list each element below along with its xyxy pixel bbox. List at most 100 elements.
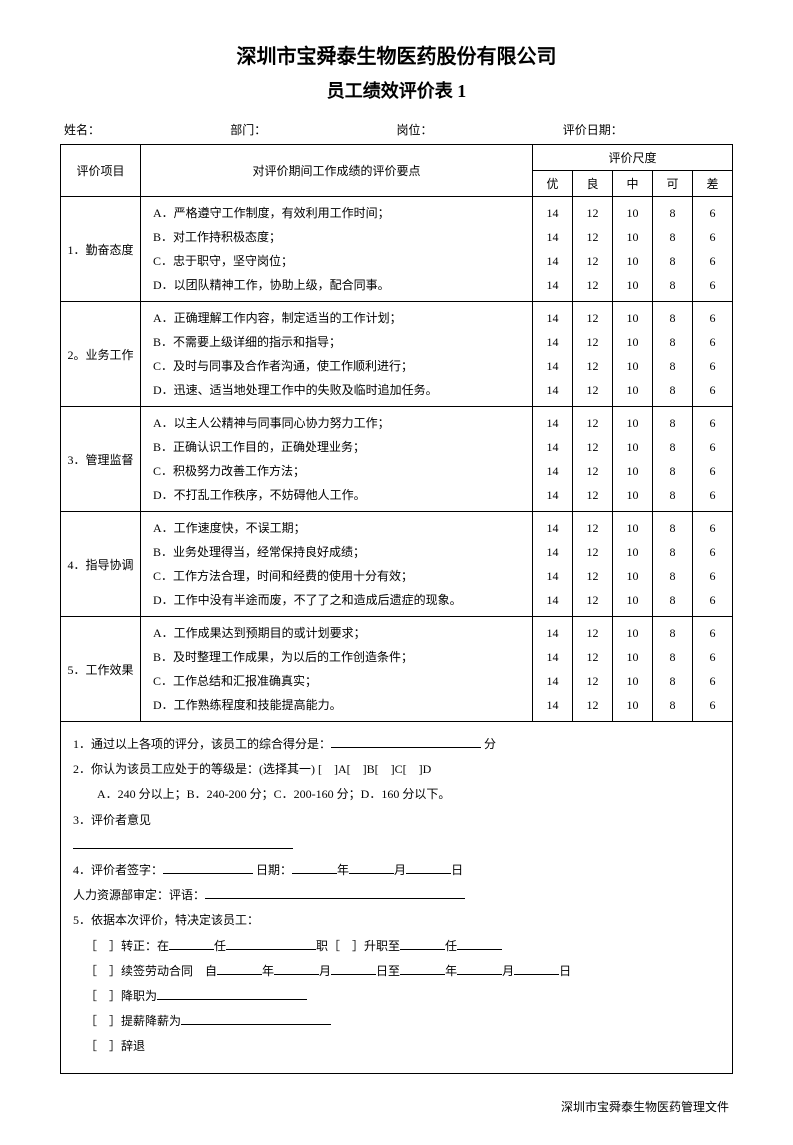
criteria-line: D．不打乱工作秩序，不妨碍他人工作。 xyxy=(147,483,526,507)
score-cell[interactable]: 6666 xyxy=(693,407,733,512)
footer-line3: 3．评价者意见 xyxy=(73,808,720,833)
hr-label: 人力资源部审定：评语： xyxy=(73,888,205,902)
criteria-line: D．工作熟练程度和技能提高能力。 xyxy=(147,693,526,717)
blank-sign[interactable] xyxy=(163,862,253,874)
criteria-line: A．正确理解工作内容，制定适当的工作计划； xyxy=(147,306,526,330)
th-level-0: 优 xyxy=(533,171,573,197)
footer-line4c: 年 xyxy=(337,863,349,877)
blank-day[interactable] xyxy=(406,862,451,874)
score-cell[interactable]: 8888 xyxy=(653,617,693,722)
th-level-3: 可 xyxy=(653,171,693,197)
criteria-cell: A．严格遵守工作制度，有效利用工作时间；B．对工作持积极态度；C．忠于职守，坚守… xyxy=(141,197,533,302)
criteria-line: A．严格遵守工作制度，有效利用工作时间； xyxy=(147,201,526,225)
criteria-cell: A．工作速度快，不误工期；B．业务处理得当，经常保持良好成绩；C．工作方法合理，… xyxy=(141,512,533,617)
opt2: ［ ］续签劳动合同 自 xyxy=(85,964,217,978)
company-title: 深圳市宝舜泰生物医药股份有限公司 xyxy=(60,40,733,69)
blank-year[interactable] xyxy=(292,862,337,874)
score-cell[interactable]: 8888 xyxy=(653,407,693,512)
score-cell[interactable]: 6666 xyxy=(693,197,733,302)
score-cell[interactable]: 10101010 xyxy=(613,407,653,512)
category-cell: 4．指导协调 xyxy=(61,512,141,617)
criteria-line: C．及时与同事及合作者沟通，使工作顺利进行； xyxy=(147,354,526,378)
opt5: ［ ］辞退 xyxy=(85,1039,145,1053)
score-cell[interactable]: 12121212 xyxy=(573,302,613,407)
post-label: 岗位： xyxy=(397,121,563,138)
score-cell[interactable]: 14141414 xyxy=(533,407,573,512)
score-cell[interactable]: 14141414 xyxy=(533,512,573,617)
criteria-line: D．迅速、适当地处理工作中的失败及临时追加任务。 xyxy=(147,378,526,402)
score-cell[interactable]: 10101010 xyxy=(613,512,653,617)
evaluation-table: 评价项目 对评价期间工作成绩的评价要点 评价尺度 优 良 中 可 差 1．勤奋态… xyxy=(60,144,733,722)
score-cell[interactable]: 10101010 xyxy=(613,617,653,722)
score-cell[interactable]: 12121212 xyxy=(573,512,613,617)
blank-total[interactable] xyxy=(331,736,481,748)
dept-label: 部门： xyxy=(230,121,396,138)
score-cell[interactable]: 10101010 xyxy=(613,302,653,407)
footer-line4b: 日期： xyxy=(256,863,292,877)
opt1c: 职［ ］升职至 xyxy=(316,939,400,953)
criteria-line: C．忠于职守，坚守岗位； xyxy=(147,249,526,273)
th-criteria: 对评价期间工作成绩的评价要点 xyxy=(141,145,533,197)
criteria-line: B．正确认识工作目的，正确处理业务； xyxy=(147,435,526,459)
category-cell: 5．工作效果 xyxy=(61,617,141,722)
opt3: ［ ］降职为 xyxy=(85,989,157,1003)
th-category: 评价项目 xyxy=(61,145,141,197)
date-label: 评价日期： xyxy=(563,121,729,138)
opt1d: 任 xyxy=(445,939,457,953)
score-cell[interactable]: 14141414 xyxy=(533,302,573,407)
score-cell[interactable]: 12121212 xyxy=(573,407,613,512)
criteria-line: B．不需要上级详细的指示和指导； xyxy=(147,330,526,354)
criteria-line: C．工作方法合理，时间和经费的使用十分有效； xyxy=(147,564,526,588)
score-cell[interactable]: 14141414 xyxy=(533,617,573,722)
footer-line4d: 月 xyxy=(394,863,406,877)
score-cell[interactable]: 6666 xyxy=(693,617,733,722)
criteria-line: D．以团队精神工作，协助上级，配合同事。 xyxy=(147,273,526,297)
score-cell[interactable]: 8888 xyxy=(653,512,693,617)
criteria-cell: A．工作成果达到预期目的或计划要求；B．及时整理工作成果，为以后的工作创造条件；… xyxy=(141,617,533,722)
blank-month[interactable] xyxy=(349,862,394,874)
footer-line4e: 日 xyxy=(451,863,463,877)
blank-hr[interactable] xyxy=(205,887,465,899)
footer-block: 1．通过以上各项的评分，该员工的综合得分是： 分 2．你认为该员工应处于的等级是… xyxy=(60,722,733,1074)
criteria-line: B．及时整理工作成果，为以后的工作创造条件； xyxy=(147,645,526,669)
score-cell[interactable]: 8888 xyxy=(653,302,693,407)
form-title: 员工绩效评价表 1 xyxy=(60,77,733,103)
category-cell: 2。业务工作 xyxy=(61,302,141,407)
criteria-line: C．积极努力改善工作方法； xyxy=(147,459,526,483)
footer-note: 深圳市宝舜泰生物医药管理文件 xyxy=(60,1098,733,1115)
criteria-cell: A．以主人公精神与同事同心协力努力工作；B．正确认识工作目的，正确处理业务；C．… xyxy=(141,407,533,512)
criteria-cell: A．正确理解工作内容，制定适当的工作计划；B．不需要上级详细的指示和指导；C．及… xyxy=(141,302,533,407)
opt1: ［ ］转正：在 xyxy=(85,939,169,953)
footer-line2: 2．你认为该员工应处于的等级是：(选择其一) [ ]A[ ]B[ ]C[ ]D xyxy=(73,757,720,782)
score-cell[interactable]: 12121212 xyxy=(573,617,613,722)
th-level-1: 良 xyxy=(573,171,613,197)
score-cell[interactable]: 8888 xyxy=(653,197,693,302)
score-cell[interactable]: 12121212 xyxy=(573,197,613,302)
criteria-line: B．对工作持积极态度； xyxy=(147,225,526,249)
footer-line4a: 4．评价者签字： xyxy=(73,863,163,877)
criteria-line: A．工作速度快，不误工期； xyxy=(147,516,526,540)
name-label: 姓名： xyxy=(64,121,230,138)
footer-line1b: 分 xyxy=(484,737,496,751)
opt1b: 任 xyxy=(214,939,226,953)
category-cell: 3．管理监督 xyxy=(61,407,141,512)
criteria-line: C．工作总结和汇报准确真实； xyxy=(147,669,526,693)
criteria-line: A．工作成果达到预期目的或计划要求； xyxy=(147,621,526,645)
score-cell[interactable]: 10101010 xyxy=(613,197,653,302)
criteria-line: B．业务处理得当，经常保持良好成绩； xyxy=(147,540,526,564)
th-level-2: 中 xyxy=(613,171,653,197)
footer-line2sub: A．240 分以上；B．240-200 分；C．200-160 分；D．160 … xyxy=(73,782,720,807)
header-fields: 姓名： 部门： 岗位： 评价日期： xyxy=(60,121,733,138)
criteria-line: D．工作中没有半途而废，不了了之和造成后遗症的现象。 xyxy=(147,588,526,612)
score-cell[interactable]: 14141414 xyxy=(533,197,573,302)
score-cell[interactable]: 6666 xyxy=(693,512,733,617)
score-cell[interactable]: 6666 xyxy=(693,302,733,407)
opt4: ［ ］提薪降薪为 xyxy=(85,1014,181,1028)
footer-line5: 5．依据本次评价，特决定该员工： xyxy=(73,908,720,933)
blank-opinion[interactable] xyxy=(73,837,293,849)
category-cell: 1．勤奋态度 xyxy=(61,197,141,302)
footer-line1a: 1．通过以上各项的评分，该员工的综合得分是： xyxy=(73,737,331,751)
criteria-line: A．以主人公精神与同事同心协力努力工作； xyxy=(147,411,526,435)
th-scale: 评价尺度 xyxy=(533,145,733,171)
th-level-4: 差 xyxy=(693,171,733,197)
